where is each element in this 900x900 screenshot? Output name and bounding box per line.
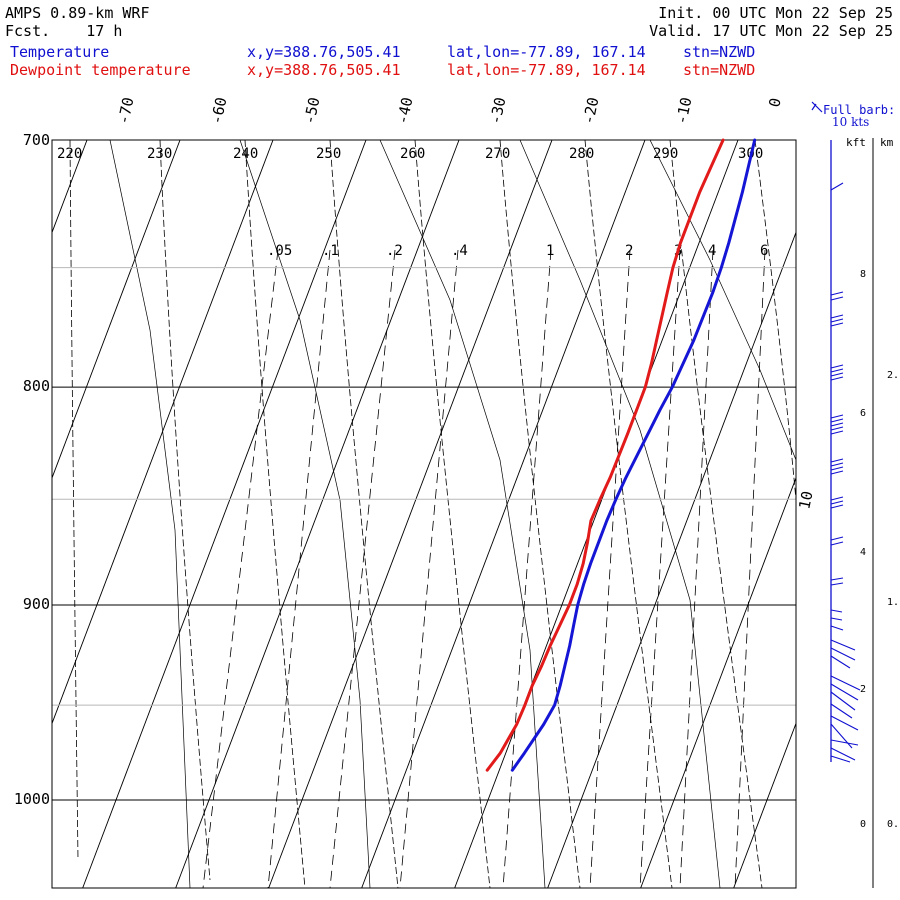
mixing-ratio-label: 6 <box>760 243 768 259</box>
isotherm-label: -40 <box>393 96 416 126</box>
isotherms <box>52 140 900 888</box>
temperature-station: stn=NZWD <box>683 43 756 61</box>
theta-label: 290 <box>653 146 678 162</box>
valid-time: Valid. 17 UTC Mon 22 Sep 25 <box>649 22 893 40</box>
isotherm-label: 0 <box>765 96 784 109</box>
dewpoint-line <box>485 138 725 772</box>
wind-barb-scale: 10 kts <box>832 115 869 129</box>
wind-panel: Full barb: 10 kts kft km 8 6 4 2 0 2. 1.… <box>811 101 899 888</box>
isotherm-label: -10 <box>672 96 695 126</box>
theta-labels: 220 230 240 250 260 270 280 290 300 <box>57 146 763 162</box>
km-tick: 2. <box>887 370 899 381</box>
moist-adiabats <box>109 140 796 888</box>
temperature-line <box>510 138 757 772</box>
isotherm-inline-label: 10 <box>795 489 816 510</box>
kft-tick: 0 <box>860 819 866 830</box>
mixing-ratio-labels: .05 .1 .2 .4 1 2 3 4 6 <box>267 243 768 259</box>
isotherm-line <box>82 140 367 888</box>
isotherm-line <box>733 722 796 888</box>
theta-label: 240 <box>233 146 258 162</box>
dry-adiabats <box>69 140 796 888</box>
isotherm-line <box>52 140 181 480</box>
plot-frame <box>51 139 797 889</box>
mixing-ratio-label: 2 <box>625 243 633 259</box>
isotherm-line <box>361 140 646 888</box>
kft-label: kft <box>846 136 866 149</box>
pressure-labels: 700 800 900 1000 <box>14 131 50 808</box>
isotherm-line <box>640 476 796 888</box>
theta-label: 260 <box>400 146 425 162</box>
theta-label: 270 <box>485 146 510 162</box>
init-time: Init. 00 UTC Mon 22 Sep 25 <box>658 4 893 22</box>
isotherm-label: -70 <box>114 96 137 126</box>
kft-tick: 6 <box>860 408 866 419</box>
dewpoint-latlon: lat,lon=-77.89, 167.14 <box>447 61 646 79</box>
background-lines <box>52 140 900 888</box>
theta-label: 280 <box>569 146 594 162</box>
theta-label: 230 <box>147 146 172 162</box>
km-label: km <box>880 136 894 149</box>
model-title: AMPS 0.89-km WRF <box>5 4 150 22</box>
dewpoint-xy: x,y=388.76,505.41 <box>247 61 401 79</box>
mixing-ratio-label: .05 <box>267 243 292 259</box>
pressure-label: 900 <box>23 595 50 613</box>
isotherm-line <box>827 140 900 888</box>
isotherm-line <box>268 140 553 888</box>
temperature-legend: Temperature <box>10 43 110 61</box>
pressure-label: 800 <box>23 377 50 395</box>
km-tick: 0. <box>887 819 899 830</box>
theta-label: 220 <box>57 146 82 162</box>
km-ticks: 2. 1. 0. <box>887 370 899 830</box>
isotherm-line <box>547 231 796 888</box>
temperature-latlon: lat,lon=-77.89, 167.14 <box>447 43 646 61</box>
isotherm-line <box>175 140 460 888</box>
mixing-ratio-label: 4 <box>708 243 716 259</box>
dewpoint-station: stn=NZWD <box>683 61 756 79</box>
wind-barbs <box>830 182 861 763</box>
mixing-ratio-label: 1 <box>546 243 554 259</box>
kft-tick: 8 <box>860 269 866 280</box>
dewpoint-legend: Dewpoint temperature <box>10 61 191 79</box>
isotherm-label: -50 <box>300 96 323 126</box>
theta-label: 250 <box>316 146 341 162</box>
mixing-ratio-label: .1 <box>322 243 339 259</box>
forecast-hour: Fcst. 17 h <box>5 22 123 40</box>
mixing-ratio-label: .4 <box>451 243 468 259</box>
isotherm-label: -60 <box>207 96 230 126</box>
isotherm-labels: -70 -60 -50 -40 -30 -20 -10 0 10 <box>114 96 816 511</box>
km-tick: 1. <box>887 597 899 608</box>
kft-tick: 4 <box>860 547 866 558</box>
kft-ticks: 8 6 4 2 0 <box>860 269 866 830</box>
wind-barb-title: Full barb: <box>823 103 895 117</box>
full-barb-icon <box>811 101 823 113</box>
mixing-ratio-label: .2 <box>386 243 403 259</box>
isotherm-line <box>454 140 739 888</box>
pressure-label: 700 <box>23 131 50 149</box>
kft-tick: 2 <box>860 684 866 695</box>
minor-isobars <box>52 267 796 706</box>
temperature-xy: x,y=388.76,505.41 <box>247 43 401 61</box>
isotherm-label: -20 <box>579 96 602 126</box>
isotherm-line <box>52 140 274 725</box>
pressure-label: 1000 <box>14 790 50 808</box>
isotherm-label: -30 <box>486 96 509 126</box>
isobars <box>52 139 796 801</box>
